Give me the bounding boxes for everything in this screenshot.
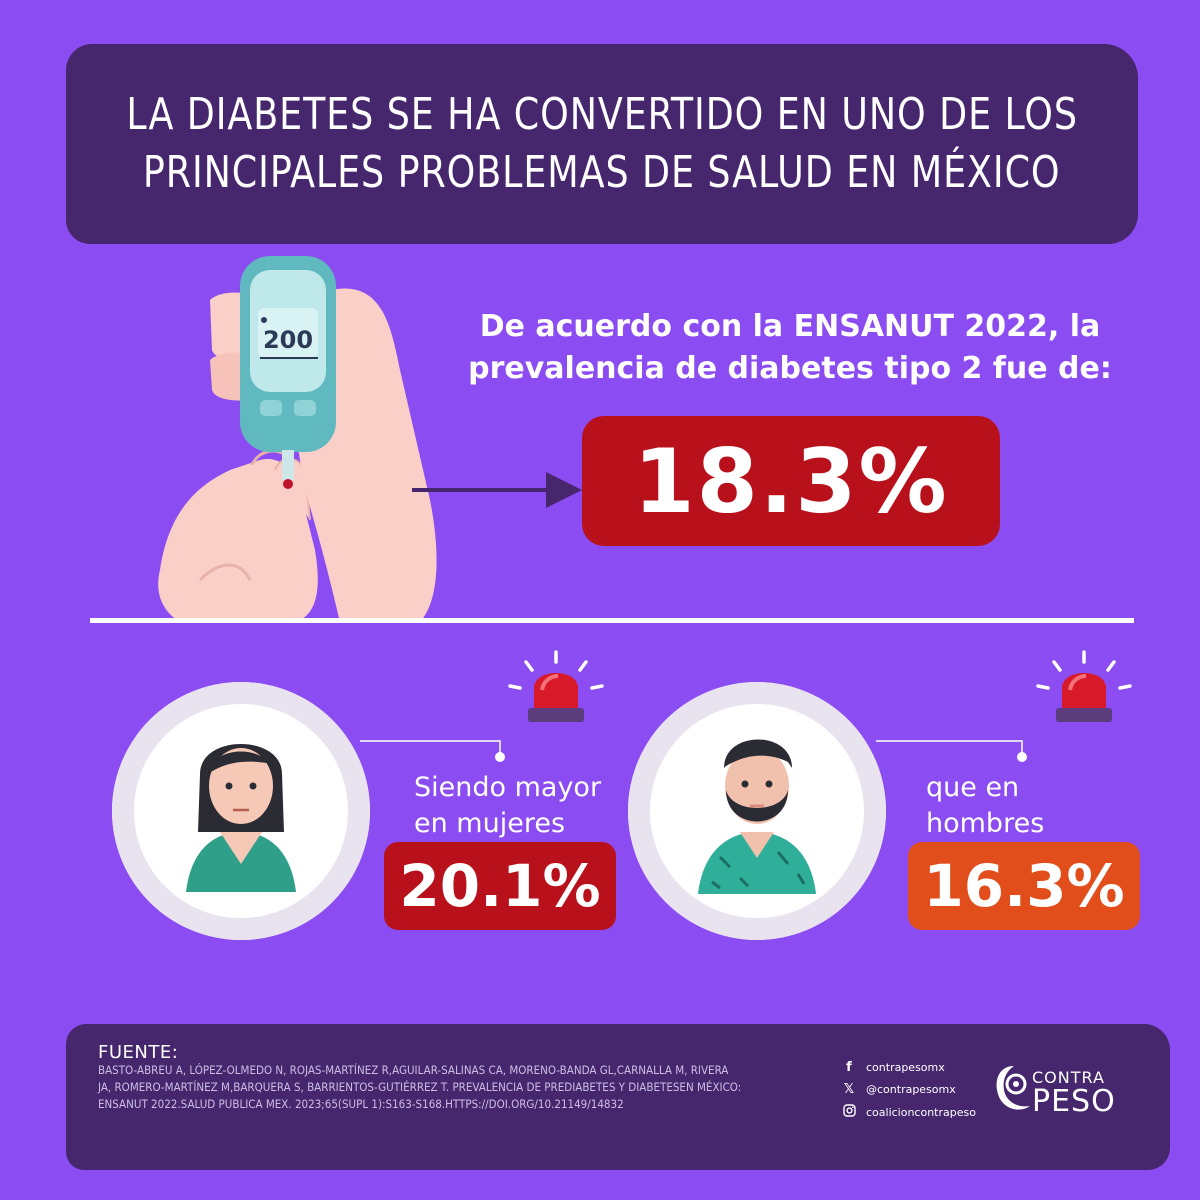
overall-prevalence-badge: 18.3% — [582, 416, 1000, 546]
contrapeso-logo-icon — [996, 1066, 1030, 1110]
title-banner: LA DIABETES SE HA CONVERTIDO EN UNO DE L… — [66, 44, 1138, 244]
siren-icon — [508, 650, 604, 722]
men-caption: que en hombres — [926, 770, 1044, 842]
glucometer-hand-icon: 200 — [158, 256, 437, 622]
connector-dot-women — [495, 752, 505, 762]
siren-icon — [1036, 650, 1132, 722]
men-prevalence-badge: 16.3% — [908, 842, 1140, 930]
facebook-icon: f — [846, 1060, 852, 1075]
arrow-right-icon — [412, 472, 582, 508]
woman-avatar — [112, 682, 370, 940]
intro-line-1: De acuerdo con la ENSANUT 2022, la — [479, 309, 1101, 344]
instagram-icon — [842, 1104, 856, 1121]
women-prevalence-badge: 20.1% — [384, 842, 616, 930]
connector-line-men — [876, 740, 1022, 742]
intro-line-2: prevalencia de diabetes tipo 2 fue de: — [468, 351, 1112, 386]
source-line-3: ENSANUT 2022.SALUD PUBLICA MEX. 2023;65(… — [98, 1097, 624, 1111]
divider — [90, 618, 1134, 623]
social-instagram[interactable]: coalicioncontrapeso — [842, 1104, 976, 1121]
man-avatar — [628, 682, 886, 940]
source-label: FUENTE: — [98, 1042, 179, 1063]
title-line-1: LA DIABETES SE HA CONVERTIDO EN UNO DE L… — [126, 89, 1078, 140]
logo-text-bottom: PESO — [1032, 1084, 1116, 1119]
women-caption-line-2: en mujeres — [414, 808, 566, 839]
men-caption-line-2: hombres — [926, 808, 1045, 839]
source-citation: BASTO-ABREU A, LÓPEZ-OLMEDO N, ROJAS-MAR… — [98, 1062, 798, 1113]
x-handle: @contrapesomx — [866, 1083, 956, 1096]
glucometer-reading: 200 — [263, 326, 313, 354]
men-caption-line-1: que en — [926, 772, 1020, 803]
facebook-handle: contrapesomx — [866, 1061, 945, 1074]
social-x[interactable]: 𝕏 @contrapesomx — [842, 1082, 956, 1097]
source-line-2: JA, ROMERO-MARTÍNEZ M,BARQUERA S, BARRIE… — [98, 1080, 742, 1094]
source-line-1: BASTO-ABREU A, LÓPEZ-OLMEDO N, ROJAS-MAR… — [98, 1063, 729, 1077]
intro-text: De acuerdo con la ENSANUT 2022, la preva… — [430, 306, 1150, 390]
title-line-2: PRINCIPALES PROBLEMAS DE SALUD EN MÉXICO — [143, 147, 1061, 198]
connector-line-women — [360, 740, 500, 742]
footer-banner — [66, 1024, 1170, 1170]
x-icon: 𝕏 — [843, 1082, 855, 1097]
instagram-handle: coalicioncontrapeso — [866, 1106, 976, 1119]
women-caption: Siendo mayor en mujeres — [414, 770, 601, 842]
logo-text-top: CONTRA — [1032, 1068, 1105, 1087]
connector-drop-men — [1021, 740, 1023, 756]
connector-drop-women — [499, 740, 501, 756]
women-caption-line-1: Siendo mayor — [414, 772, 602, 803]
social-facebook[interactable]: f contrapesomx — [842, 1060, 945, 1075]
connector-dot-men — [1017, 752, 1027, 762]
